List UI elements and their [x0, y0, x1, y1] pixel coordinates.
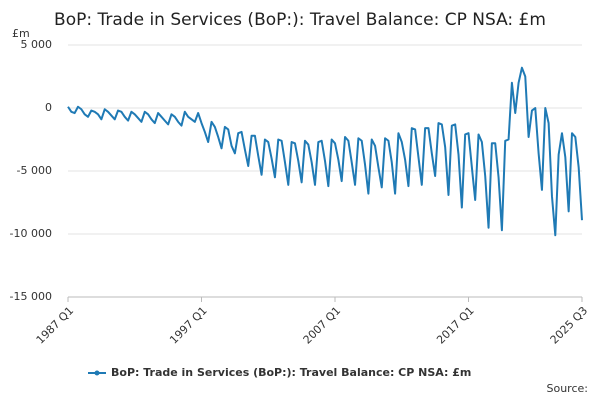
legend-label: BoP: Trade in Services (BoP:): Travel Ba…	[111, 366, 471, 379]
chart-title: BoP: Trade in Services (BoP:): Travel Ba…	[54, 10, 546, 30]
x-tick-label: 1997 Q1	[167, 304, 210, 347]
y-tick-label: 5 000	[21, 38, 53, 51]
y-tick-label: -10 000	[10, 227, 52, 240]
x-tick-label: 2017 Q1	[434, 304, 477, 347]
y-tick-label: 0	[45, 101, 52, 114]
x-tick-label: 2007 Q1	[301, 304, 344, 347]
y-tick-label: -5 000	[17, 164, 52, 177]
x-tick-label: 2025 Q3	[548, 304, 591, 347]
y-tick-label: -15 000	[10, 290, 52, 303]
y-axis-label: £m	[12, 27, 30, 40]
series-line	[67, 66, 583, 237]
x-tick-label: 1987 Q1	[34, 304, 77, 347]
source: Source:	[547, 382, 589, 395]
legend-marker	[94, 370, 100, 376]
